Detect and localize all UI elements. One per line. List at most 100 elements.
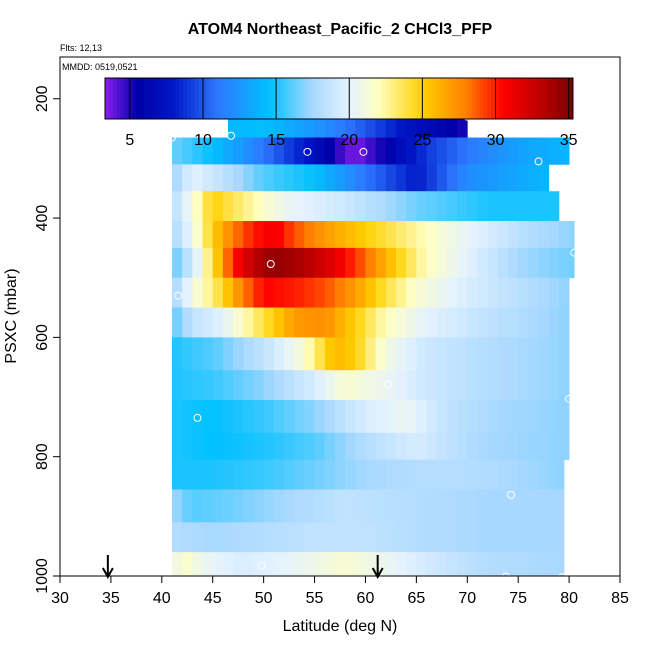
heat-cell (508, 191, 519, 222)
heat-cell (508, 137, 519, 165)
heat-cell (284, 247, 295, 279)
heat-cell (365, 164, 377, 192)
heat-cell (446, 137, 458, 165)
heat-cell (457, 191, 468, 222)
sample-point (383, 380, 392, 389)
colorbar-swatch (428, 78, 434, 119)
heat-cell (202, 370, 214, 401)
heat-cell (416, 400, 427, 434)
heat-cell (324, 101, 336, 138)
colorbar-swatch (311, 78, 317, 119)
heat-cell (446, 191, 458, 222)
colorbar-swatch (565, 78, 570, 119)
heat-cell (345, 247, 356, 279)
heat-cell (212, 489, 224, 523)
colorbar-swatch (397, 78, 402, 119)
colorbar-swatch (124, 78, 129, 119)
heat-cell (233, 432, 244, 461)
heat-cell (202, 522, 214, 553)
heat-cell (457, 489, 468, 523)
heat-cell (284, 337, 295, 371)
x-tick-label: 70 (458, 590, 476, 607)
y-tick-label: 1000 (34, 558, 51, 594)
heat-cell (284, 459, 295, 490)
heat-cell (467, 489, 478, 523)
heat-cell (304, 277, 315, 308)
heat-cell (528, 247, 539, 279)
colorbar-swatch (510, 78, 515, 119)
heat-cell (334, 489, 346, 523)
heat-cell (487, 400, 499, 434)
heat-cell (375, 101, 387, 138)
heat-cell (294, 164, 305, 192)
heat-cell (263, 137, 275, 165)
heat-cell (487, 137, 499, 165)
heat-cell (334, 522, 346, 553)
heat-cell (518, 277, 529, 308)
colorbar-swatch (237, 78, 242, 119)
heat-cell (385, 489, 397, 523)
colorbar-swatch (553, 78, 558, 119)
heat-cell (436, 459, 448, 490)
heat-cell (528, 221, 539, 249)
heat-cell (294, 400, 305, 434)
heat-cell (436, 489, 448, 523)
heat-cell (385, 522, 397, 553)
chart-title: ATOM4 Northeast_Pacific_2 CHCl3_PFP (188, 21, 493, 38)
heat-cell (243, 277, 254, 308)
colorbar-swatch (342, 78, 348, 119)
heat-cell (314, 522, 326, 553)
colorbar-swatch (448, 78, 453, 119)
heat-cell (416, 552, 427, 577)
heat-cell (355, 137, 366, 165)
colorbar-swatch (229, 78, 235, 119)
colorbar-swatch (424, 78, 430, 119)
heat-cell (355, 432, 366, 461)
heat-cell (477, 370, 489, 401)
heat-cell (182, 522, 193, 553)
heat-cell (192, 489, 203, 523)
heat-cell (508, 370, 519, 401)
heat-cell (263, 370, 275, 401)
heat-cell (487, 191, 499, 222)
heat-cell (385, 432, 397, 461)
heat-cell (406, 191, 417, 222)
heat-cell (294, 459, 305, 490)
heat-cell (528, 337, 539, 371)
heat-cell (253, 247, 265, 279)
heat-cell (233, 277, 244, 308)
heat-cell (416, 489, 427, 523)
heat-cell (273, 191, 285, 222)
sample-point (227, 131, 236, 140)
colorbar-swatch (307, 78, 313, 119)
heat-cell (396, 101, 407, 138)
colorbar-swatch (479, 78, 484, 119)
heat-cell (182, 489, 193, 523)
heat-cell (284, 489, 295, 523)
heat-cell (477, 191, 489, 222)
heat-cell (304, 247, 315, 279)
colorbar-swatch (491, 78, 496, 119)
heat-cell (212, 164, 224, 192)
heat-cell (508, 337, 519, 371)
heat-cell (263, 247, 275, 279)
heat-cell (375, 337, 387, 371)
heat-cell (569, 247, 575, 279)
heat-cell (406, 432, 417, 461)
heat-cell (518, 432, 529, 461)
x-tick-label: 80 (560, 590, 578, 607)
colorbar-swatch (409, 78, 414, 119)
heat-cell (355, 164, 366, 192)
heat-cell (284, 552, 295, 577)
heat-cell (233, 247, 244, 279)
heat-cell (355, 191, 366, 222)
heat-cell (538, 191, 550, 222)
heat-cell (406, 337, 417, 371)
heat-cell (172, 191, 183, 222)
heat-cell (345, 221, 356, 249)
colorbar-swatch (112, 78, 118, 119)
colorbar-swatch (261, 78, 266, 119)
heat-cell (202, 552, 214, 577)
heat-cell (487, 522, 499, 553)
heat-cell (212, 137, 224, 165)
